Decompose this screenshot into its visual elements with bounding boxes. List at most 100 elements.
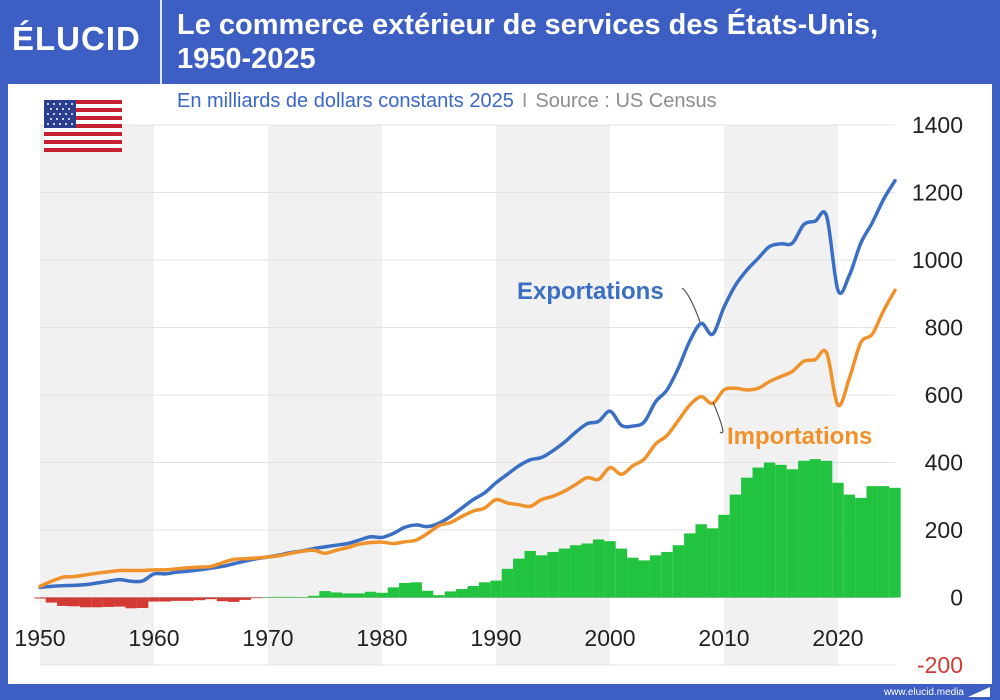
series-line-importations [38, 288, 897, 589]
balance-bar [57, 597, 69, 606]
balance-bar [68, 597, 80, 607]
y-tick-label: 200 [925, 517, 963, 543]
balance-bar [387, 587, 400, 598]
elucid-logo[interactable]: ÉLUCID [12, 20, 141, 57]
balance-bar [456, 589, 468, 598]
balance-bar [855, 497, 867, 598]
balance-bar [866, 486, 878, 598]
balance-bar [706, 528, 719, 598]
x-tick-label: 1980 [356, 625, 407, 651]
x-tick-label: 1970 [242, 625, 293, 651]
balance-bar [79, 597, 92, 608]
balance-bar [684, 533, 696, 598]
balance-bar [467, 586, 479, 598]
balance-bar [193, 597, 206, 601]
balance-bar [285, 596, 297, 598]
header-bar: ÉLUCID Le commerce extérieur de services… [0, 0, 1000, 84]
balance-bar [889, 487, 901, 598]
balance-bar [558, 548, 571, 598]
y-tick-label: 1200 [912, 180, 963, 206]
balance-bar [239, 597, 251, 600]
subtitle-separator: I [521, 90, 528, 112]
balance-bar [672, 545, 685, 598]
y-tick-label: 1400 [912, 112, 963, 138]
x-tick-label: 2000 [584, 625, 635, 651]
balance-bar [786, 469, 799, 598]
us-flag-icon [44, 100, 122, 152]
balance-bar [763, 462, 776, 598]
chart-title: Le commerce extérieur de services des Ét… [177, 8, 992, 76]
elucid-arrow-icon [968, 687, 990, 697]
balance-bar [627, 557, 639, 598]
balance-bar [228, 597, 240, 602]
balance-bar [490, 580, 502, 598]
balance-bar [775, 464, 787, 598]
x-tick-label: 2010 [698, 625, 749, 651]
balance-bar [319, 591, 331, 598]
x-tick-label: 1950 [14, 625, 65, 651]
balance-bar [399, 582, 411, 598]
balance-bar [752, 467, 764, 598]
balance-bar [843, 494, 856, 598]
balance-bar [148, 597, 160, 602]
annotation-exportations: Exportations [517, 278, 664, 305]
balance-bar [216, 597, 229, 602]
balance-bar [798, 460, 810, 598]
balance-bar [535, 555, 548, 598]
x-tick-label: 2020 [812, 625, 863, 651]
balance-bar [205, 597, 217, 600]
balance-bar [877, 486, 890, 598]
balance-bar [102, 597, 115, 607]
y-tick-label: 400 [925, 450, 963, 476]
balance-bar [695, 524, 707, 598]
series-line-exportations [38, 178, 897, 590]
balance-bar [501, 568, 514, 598]
balance-bar [45, 597, 58, 603]
balance-bar [34, 597, 46, 599]
balance-bar [661, 551, 673, 598]
y-tick-label: 600 [925, 382, 963, 408]
subtitle-source: Source : US Census [535, 90, 717, 112]
balance-bar [615, 548, 628, 598]
balance-bar [376, 592, 388, 598]
balance-bar [330, 592, 343, 598]
balance-bar [342, 593, 354, 598]
balance-bar [649, 555, 662, 598]
balance-bar [136, 597, 149, 608]
balance-bar [638, 560, 650, 598]
annotation-leader [681, 287, 701, 323]
subtitle-unit: En milliards de dollars constants 2025 [177, 90, 514, 112]
x-tick-label: 1960 [128, 625, 179, 651]
balance-bar [832, 482, 844, 598]
balance-bar [718, 514, 730, 598]
balance-bar [353, 593, 365, 598]
balance-bar [729, 494, 742, 598]
balance-bar [91, 597, 103, 608]
chart-subtitle: En milliards de dollars constants 2025 I S… [177, 90, 717, 113]
chart-title-line2: 1950-2025 [177, 43, 316, 75]
y-tick-label: 800 [925, 315, 963, 341]
y-tick-label: 1000 [912, 247, 963, 273]
balance-bar [478, 582, 491, 598]
balance-bar [125, 597, 137, 609]
balance-bar [262, 597, 274, 598]
footer-site[interactable]: www.elucid.media [883, 687, 964, 698]
balance-bar [809, 459, 821, 598]
balance-bar [307, 595, 320, 598]
balance-bar [159, 597, 172, 602]
balance-bar [182, 597, 194, 601]
balance-bar [513, 558, 525, 598]
y-tick-label: 0 [950, 585, 963, 611]
balance-bar [741, 477, 753, 598]
balance-bar [570, 545, 582, 598]
annotation-leader [712, 401, 724, 434]
balance-bar [273, 596, 286, 598]
balance-bar [250, 597, 263, 599]
chart-title-line1: Le commerce extérieur de services des Ét… [177, 9, 879, 41]
balance-bar [114, 597, 126, 607]
balance-bar [433, 595, 445, 598]
balance-bar [592, 539, 605, 598]
balance-bar [421, 590, 434, 598]
